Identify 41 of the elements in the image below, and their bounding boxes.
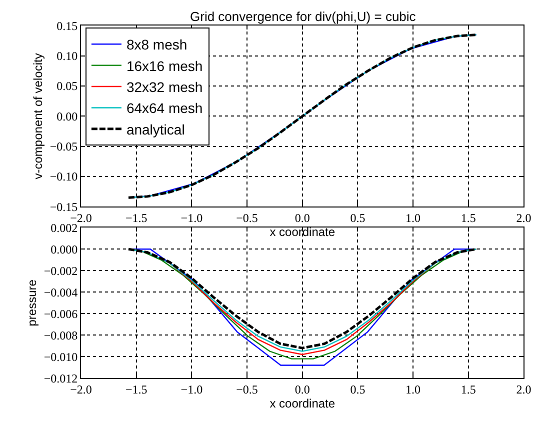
y-axis-title: pressure (25, 279, 40, 326)
x-axis-title: x coordinate (270, 225, 336, 240)
legend-label: 8x8 mesh (126, 36, 188, 53)
y-tick-label: −0.008 (44, 328, 78, 342)
legend-label: 16x16 mesh (126, 58, 203, 74)
x-axis-title: x coordinate (270, 396, 336, 411)
y-tick-label: −0.10 (50, 170, 78, 184)
y-tick-label: −0.15 (50, 200, 78, 214)
y-tick-label: −0.05 (50, 140, 78, 154)
y-tick-label: 0.15 (56, 18, 78, 33)
x-tick-label: −0.5 (236, 382, 258, 397)
x-tick-label: 1.5 (460, 211, 476, 226)
x-tick-label: −1.5 (125, 382, 148, 397)
x-tick-label: 0.0 (294, 211, 310, 226)
y-tick-label: 0.05 (56, 79, 78, 94)
x-tick-label: 2.0 (516, 211, 532, 226)
x-tick-label: 0.5 (350, 211, 366, 226)
x-tick-label: 0.0 (294, 382, 310, 397)
y-tick-label: 0.000 (50, 242, 78, 256)
legend-label: 32x32 mesh (126, 78, 203, 95)
x-tick-label: 2.0 (516, 382, 532, 397)
y-tick-label: −0.006 (44, 306, 78, 321)
y-tick-label: −0.004 (44, 285, 78, 300)
x-tick-label: 0.5 (350, 382, 366, 397)
y-tick-label: 0.00 (56, 109, 78, 124)
x-tick-label: 1.5 (460, 382, 476, 397)
x-tick-label: −1.0 (180, 211, 203, 226)
y-tick-label: −0.002 (44, 264, 78, 278)
legend-label: 64x64 mesh (126, 100, 203, 116)
y-axis-title: v-component of velocity (31, 53, 46, 180)
x-tick-label: 1.0 (406, 211, 421, 226)
legend-label: analytical (126, 121, 185, 138)
x-tick-label: −1.0 (180, 382, 203, 397)
x-tick-label: −0.5 (236, 211, 258, 226)
y-tick-label: −0.010 (44, 350, 78, 364)
y-tick-label: 0.10 (56, 49, 78, 64)
y-tick-label: −0.012 (44, 371, 78, 386)
x-tick-label: 1.0 (406, 382, 421, 397)
x-tick-label: −2.0 (70, 382, 92, 397)
chart-title: Grid convergence for div(phi,U) = cubic (190, 9, 416, 24)
x-tick-label: −1.5 (125, 211, 148, 226)
